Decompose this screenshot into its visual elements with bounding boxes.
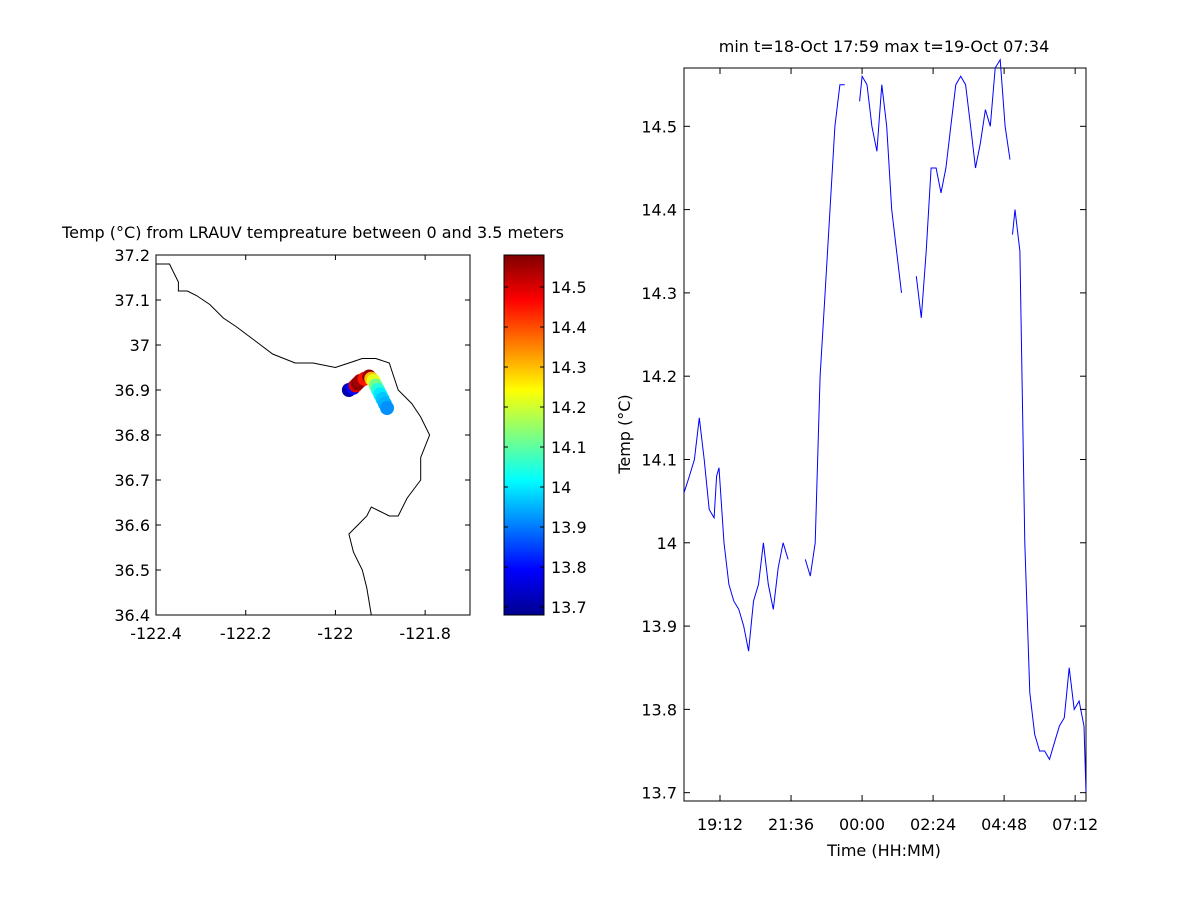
colorbar-tick-label: 13.9: [551, 518, 587, 537]
chart-y-tick-label: 14: [657, 534, 677, 553]
temperature-line-segment: [683, 417, 789, 652]
map-y-tick-label: 36.6: [114, 516, 150, 535]
x-axis-label: Time (HH:MM): [826, 841, 941, 860]
colorbar-gradient: [503, 254, 545, 616]
map-x-axis: -122.4 -122.2 -122 -121.8: [130, 255, 451, 643]
map-title: Temp (°C) from LRAUV tempreature between…: [61, 223, 564, 242]
map-x-tick-label: -122: [317, 624, 353, 643]
chart-y-tick-label: 14.3: [641, 284, 677, 303]
map-y-tick-label: 36.5: [114, 561, 150, 580]
colorbar-ticks: 14.5 14.4 14.3 14.2 14.1 14 13.9 13.8 13.7: [504, 278, 587, 617]
chart-x-tick-label: 21:36: [768, 815, 814, 834]
colorbar-tick-label: 14.2: [551, 398, 587, 417]
temperature-line-segment: [1012, 209, 1087, 793]
chart-x-tick-label: 04:48: [981, 815, 1027, 834]
chart-y-tick-label: 14.4: [641, 201, 677, 220]
map-y-tick-label: 37.1: [114, 291, 150, 310]
map-axes-box: [155, 254, 471, 616]
y-axis-label: Temp (°C): [615, 394, 634, 474]
chart-axes-box: [683, 67, 1087, 802]
chart-y-tick-label: 13.7: [641, 784, 677, 803]
chart-y-tick-label: 14.2: [641, 367, 677, 386]
colorbar-tick-label: 14.4: [551, 318, 587, 337]
map-y-tick-label: 37.2: [114, 246, 150, 265]
temperature-line-segment: [915, 58, 1011, 318]
chart-x-tick-label: 00:00: [839, 815, 885, 834]
colorbar-tick-label: 13.7: [551, 598, 587, 617]
coastline: [156, 263, 431, 616]
map-plot: -122.4 -122.2 -122 -121.8 37.2 37.1 37 36.9 36.…: [114, 246, 471, 643]
track-points: [341, 369, 395, 415]
map-y-tick-label: 36.9: [114, 381, 150, 400]
chart-x-axis: 19:12 21:36 00:00 02:24 04:48 07:12: [697, 68, 1098, 834]
colorbar-tick-label: 14.3: [551, 358, 587, 377]
track-point: [380, 401, 395, 415]
map-y-tick-label: 36.4: [114, 606, 150, 625]
map-y-axis: 37.2 37.1 37 36.9 36.8 36.7 36.6 36.5 36.4: [114, 246, 470, 625]
chart-y-axis: 14.5 14.4 14.3 14.2 14.1 14 13.9 13.8 13.7: [641, 117, 1086, 803]
map-y-tick-label: 36.7: [114, 471, 150, 490]
chart-x-tick-label: 19:12: [697, 815, 743, 834]
chart-title: min t=18-Oct 17:59 max t=19-Oct 07:34: [719, 37, 1050, 56]
colorbar-tick-label: 13.8: [551, 558, 587, 577]
chart-x-tick-label: 02:24: [910, 815, 956, 834]
timeseries-plot: 19:12 21:36 00:00 02:24 04:48 07:12 14.514.41…: [641, 58, 1098, 834]
temperature-line-segment: [859, 74, 902, 293]
map-x-tick-label: -121.8: [399, 624, 451, 643]
temperature-series: [683, 58, 1087, 793]
temperature-line-segment: [804, 84, 845, 577]
chart-y-tick-label: 14.1: [641, 450, 677, 469]
chart-y-tick-label: 13.8: [641, 700, 677, 719]
map-x-tick-label: -122.4: [130, 624, 182, 643]
chart-y-tick-label: 13.9: [641, 617, 677, 636]
map-y-tick-label: 37: [130, 336, 150, 355]
chart-y-tick-label: 14.5: [641, 117, 677, 136]
colorbar-tick-label: 14: [551, 478, 571, 497]
colorbar: 14.5 14.4 14.3 14.2 14.1 14 13.9 13.8 13.7: [503, 254, 587, 617]
chart-x-tick-label: 07:12: [1052, 815, 1098, 834]
colorbar-tick-label: 14.1: [551, 438, 587, 457]
colorbar-tick-label: 14.5: [551, 278, 587, 297]
map-y-tick-label: 36.8: [114, 426, 150, 445]
map-x-tick-label: -122.2: [220, 624, 272, 643]
